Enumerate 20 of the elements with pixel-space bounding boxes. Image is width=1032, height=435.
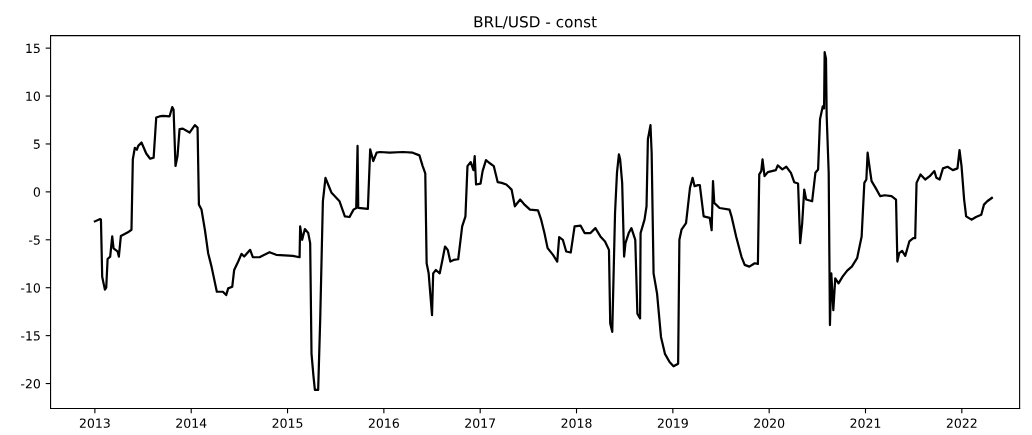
x-tick-label: 2021 bbox=[850, 418, 881, 428]
x-tick-label: 2013 bbox=[79, 418, 110, 428]
line-series bbox=[93, 51, 993, 391]
y-tick-label: -15 bbox=[21, 331, 40, 341]
x-tick-label: 2017 bbox=[465, 418, 496, 428]
y-tick-label: -5 bbox=[28, 235, 40, 245]
x-tick-label: 2016 bbox=[368, 418, 399, 428]
y-tick-label: 0 bbox=[33, 187, 41, 197]
y-tick-label: -10 bbox=[21, 283, 41, 293]
chart-title: BRL/USD - const bbox=[474, 16, 597, 29]
x-tick-label: 2014 bbox=[176, 418, 207, 428]
x-tick-label: 2018 bbox=[561, 418, 592, 428]
y-tick-label: 15 bbox=[26, 43, 40, 54]
y-tick-label: 10 bbox=[26, 91, 41, 101]
x-tick-label: 2019 bbox=[657, 418, 688, 428]
x-tick-label: 2020 bbox=[754, 418, 785, 428]
y-tick-label: -20 bbox=[21, 379, 41, 389]
x-tick-label: 2015 bbox=[272, 418, 303, 428]
y-tick-label: 5 bbox=[33, 139, 40, 149]
x-tick-label: 2022 bbox=[946, 418, 977, 428]
